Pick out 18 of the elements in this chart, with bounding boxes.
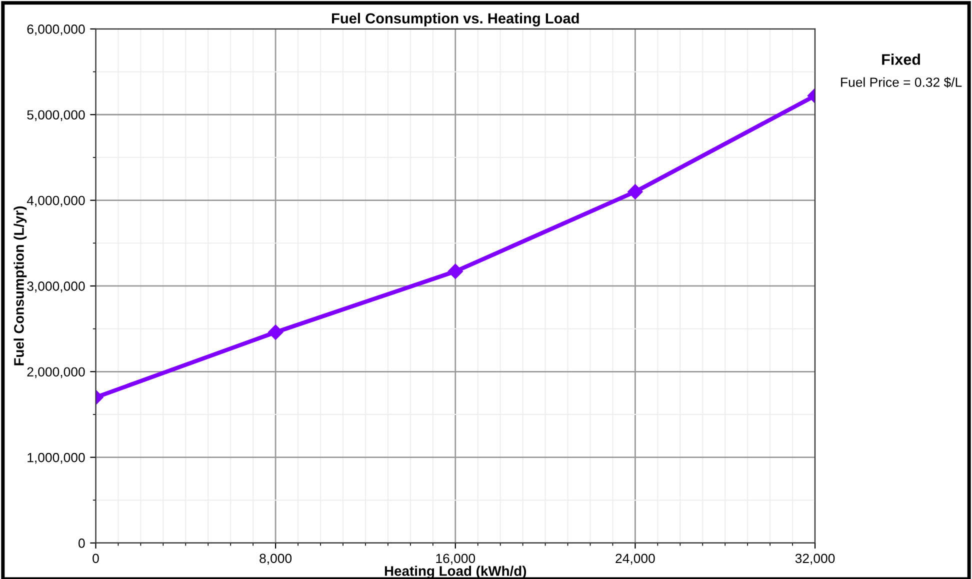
y-tick-label: 0 — [78, 538, 85, 548]
x-tick-label: 8,000 — [260, 554, 292, 565]
y-tick-label: 4,000,000 — [26, 196, 85, 207]
x-axis-title: Heating Load (kWh/d) — [384, 566, 526, 579]
point — [448, 264, 463, 279]
y-tick-label: 3,000,000 — [27, 282, 85, 292]
y-tick-label: 6,000,000 — [27, 24, 85, 36]
x-tick-label: 24,000 — [616, 554, 655, 565]
y-tick-label: 1,000,000 — [28, 452, 85, 464]
text: Fuel Price = 0.32 $/L — [841, 77, 962, 88]
text: Fixed — [882, 54, 920, 65]
x-tick-label: 32,000 — [795, 554, 835, 565]
y-tick-label: 5,000,000 — [27, 110, 85, 122]
x-tick-label: 16,000 — [436, 554, 476, 565]
chart-title: Fuel Consumption vs. Heating Load — [332, 12, 579, 26]
y-axis-title: Fuel Consumption (L/yr) — [14, 206, 27, 366]
x-tick-label: 0 — [92, 554, 99, 564]
y-tick-label: 2,000,000 — [27, 367, 85, 378]
